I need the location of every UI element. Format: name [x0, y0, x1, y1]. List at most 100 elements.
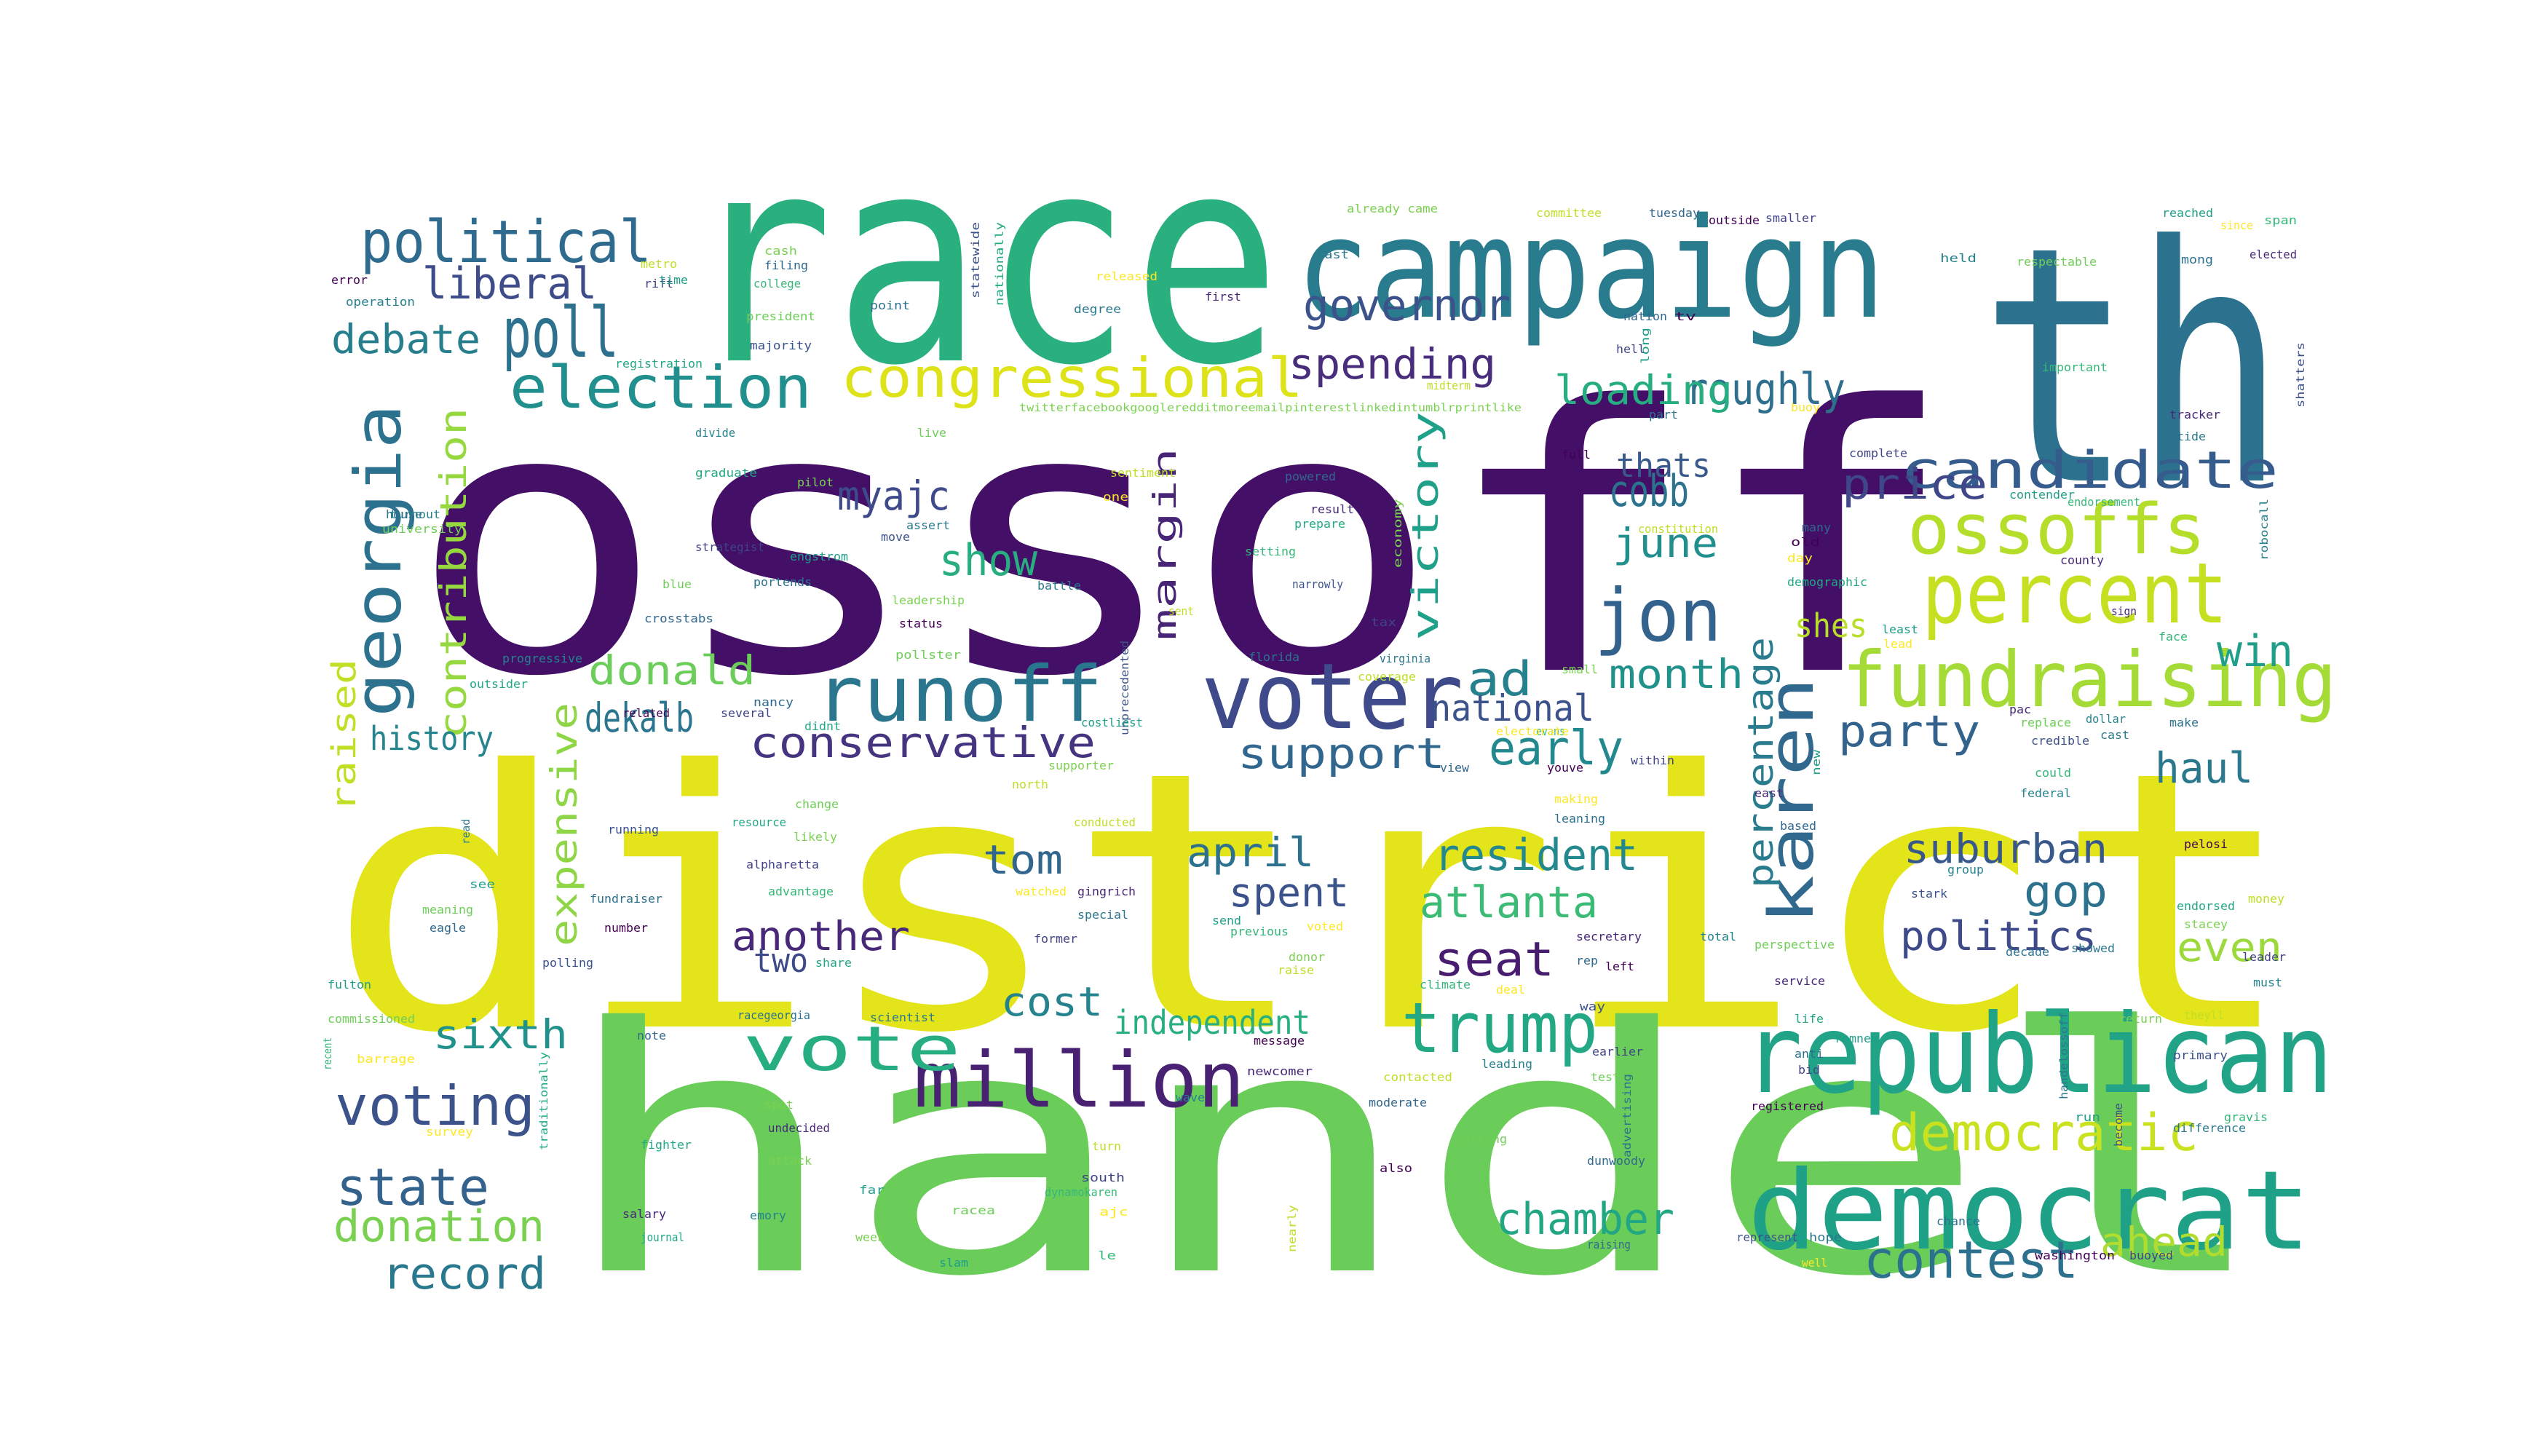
word-contest: contest — [1864, 1230, 2078, 1290]
word-perspective: perspective — [1754, 938, 1835, 951]
word-spent: spent — [1229, 869, 1349, 916]
word-alpharetta: alpharetta — [746, 858, 819, 871]
word-registration: registration — [615, 357, 703, 371]
word-share: share — [815, 956, 852, 970]
word-moderate: moderate — [1369, 1096, 1427, 1109]
word-chamber: chamber — [1496, 1194, 1674, 1245]
word-read: read — [459, 819, 472, 844]
word-engstrom: engstrom — [790, 550, 848, 563]
word-outside: outside — [1709, 213, 1760, 227]
word-advantage: advantage — [768, 885, 834, 898]
word-racegeorgia: racegeorgia — [737, 1008, 810, 1022]
word-one: one — [1103, 490, 1128, 504]
word-cost: cost — [1001, 978, 1103, 1025]
word-could: could — [2035, 766, 2071, 780]
word-conservative: conservative — [750, 718, 1096, 767]
word-portends: portends — [753, 575, 812, 589]
word-become: become — [2112, 1103, 2125, 1147]
word-ahead: ahead — [2100, 1219, 2228, 1265]
word-virginia: virginia — [1380, 652, 1431, 665]
word-divide: divide — [695, 426, 735, 440]
word-contender: contender — [2009, 488, 2075, 502]
word-myajc: myajc — [837, 472, 950, 519]
word-message: message — [1254, 1034, 1305, 1048]
word-based: based — [1780, 819, 1816, 833]
word-handelossoff: handelossoff — [2057, 1012, 2070, 1099]
word-fighter: fighter — [641, 1138, 692, 1152]
word-prepare: prepare — [1294, 517, 1345, 531]
word-gravis: gravis — [2224, 1110, 2268, 1124]
word-stark: stark — [1911, 887, 1947, 901]
word-important: important — [2042, 360, 2108, 374]
word-twitterfacebookgoogleredditmoreemailpinterestlinkedintumblrprintlike: twitterfacebookgoogleredditmoreemailpint… — [1019, 401, 1522, 414]
word-special: special — [1077, 908, 1128, 922]
word-rep: rep — [1576, 954, 1598, 968]
word-le: le — [1098, 1249, 1116, 1262]
word-pelosi: pelosi — [2184, 837, 2228, 851]
word-washington: washington — [2035, 1249, 2115, 1262]
word-college: college — [753, 277, 801, 290]
word-ad: ad — [1467, 652, 1532, 707]
word-republican: republican — [1744, 992, 2333, 1118]
word-loading: loading — [1554, 367, 1733, 414]
word-th: th — [1980, 177, 2286, 558]
word-pollster: pollster — [895, 648, 961, 662]
word-turn: turn — [1092, 1139, 1121, 1153]
word-wave: wave — [1176, 1091, 1205, 1104]
word-move: move — [881, 530, 910, 544]
word-donald: donald — [588, 647, 756, 694]
word-salary: salary — [622, 1207, 666, 1221]
word-support: support — [1238, 729, 1445, 778]
word-sign: sign — [2111, 604, 2137, 618]
word-politics: politics — [1900, 913, 2097, 960]
word-run: run — [2075, 1110, 2100, 1124]
word-pac: pac — [2009, 703, 2031, 716]
word-represent: represent — [1736, 1230, 1798, 1244]
word-leaning: leaning — [1554, 812, 1605, 826]
word-anti: anti — [1795, 1047, 1824, 1061]
word-independent: independent — [1114, 1003, 1310, 1042]
word-political: political — [360, 208, 652, 276]
word-strategist: strategist — [695, 540, 764, 554]
word-deal: deal — [1496, 983, 1525, 997]
word-newcomer: newcomer — [1247, 1064, 1313, 1078]
word-dunwoody: dunwoody — [1587, 1154, 1645, 1168]
word-among: among — [2173, 253, 2213, 266]
word-undecided: undecided — [768, 1121, 830, 1135]
word-ossoff: ossoff — [408, 329, 1958, 757]
word-state: state — [336, 1158, 489, 1217]
word-constitution: constitution — [1638, 522, 1718, 536]
word-sent: sent — [1168, 604, 1194, 618]
word-pilot: pilot — [797, 475, 834, 489]
word-number: number — [604, 921, 648, 935]
word-raised: raised — [325, 659, 363, 812]
word-vote: vote — [743, 1013, 961, 1085]
word-elected: elected — [2250, 248, 2297, 261]
word-narrowly: narrowly — [1292, 577, 1343, 591]
word-month: month — [1609, 651, 1744, 697]
word-early: early — [1489, 721, 1623, 776]
word-midterm: midterm — [1427, 379, 1471, 392]
word-committee: committee — [1536, 206, 1602, 220]
word-tuesday: tuesday — [1649, 206, 1700, 220]
word-suburban: suburban — [1904, 826, 2108, 872]
word-thats: thats — [1616, 446, 1711, 485]
word-win: win — [2217, 626, 2293, 677]
word-cobb: cobb — [1609, 466, 1689, 517]
word-victory: victory — [1404, 411, 1447, 641]
word-leadership: leadership — [892, 593, 965, 607]
word-statewide: statewide — [969, 222, 982, 298]
word-tom: tom — [983, 836, 1063, 883]
word-old: old — [1791, 535, 1820, 549]
word-earlier: earlier — [1592, 1045, 1643, 1059]
word-gop: gop — [2024, 866, 2108, 917]
word-week: week — [855, 1230, 885, 1244]
word-voter: voter — [1201, 644, 1463, 750]
word-least: least — [1882, 622, 1918, 636]
word-shes: shes — [1795, 606, 1867, 645]
word-error: error — [331, 273, 368, 287]
word-status: status — [899, 617, 943, 630]
word-degree: degree — [1074, 302, 1121, 316]
word-decade: decade — [2006, 945, 2049, 959]
